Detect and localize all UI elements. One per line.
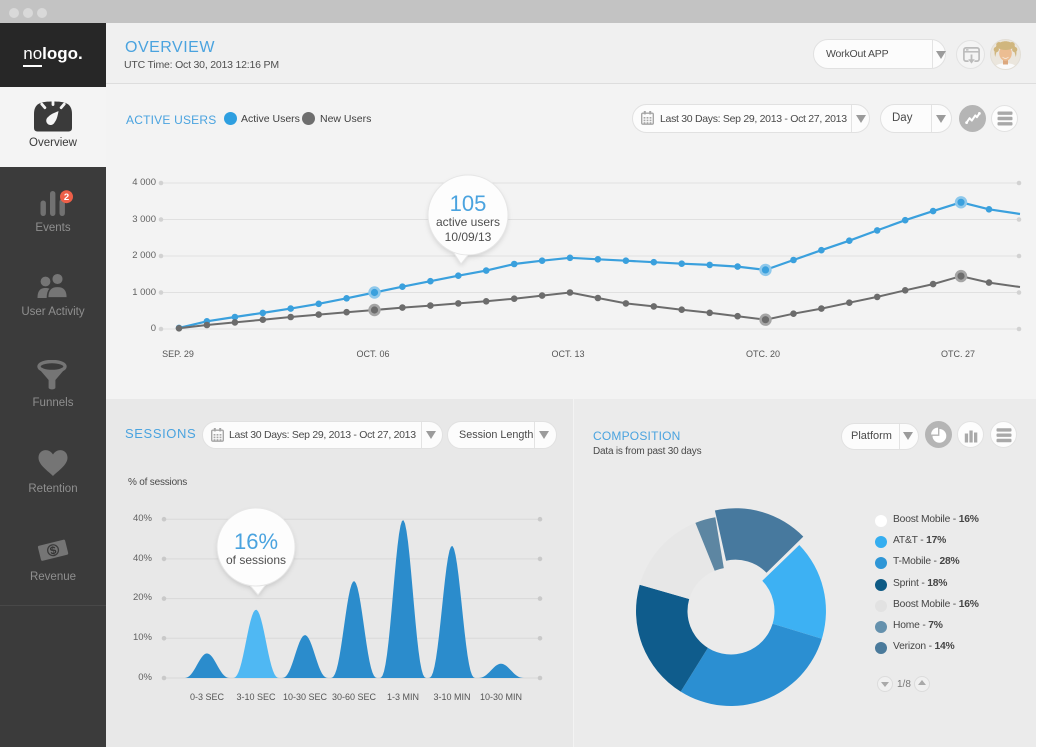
svg-text:2: 2 xyxy=(64,192,69,203)
svg-text:$: $ xyxy=(49,545,58,558)
